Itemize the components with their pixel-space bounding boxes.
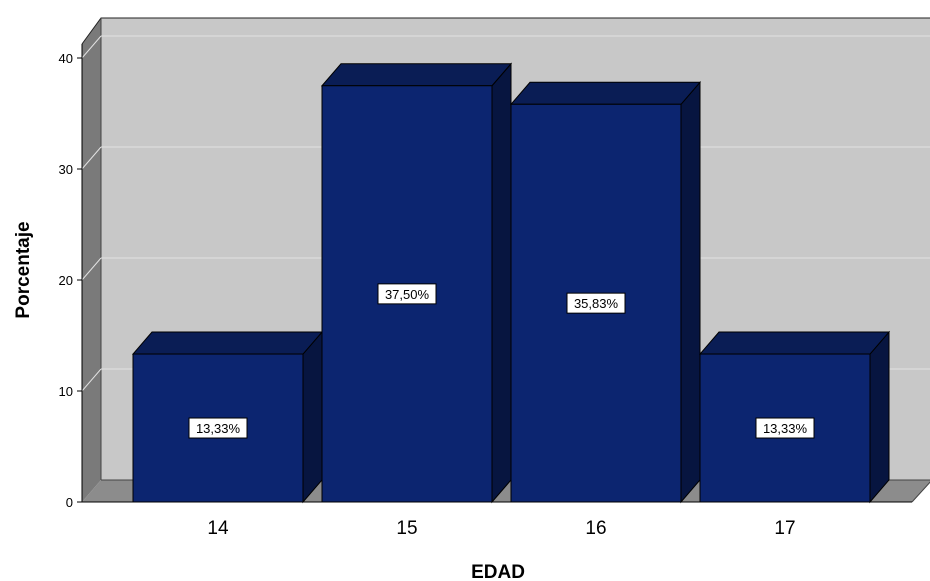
gridline-wall: [81, 146, 102, 170]
x-tick-label: 17: [774, 518, 795, 539]
y-tick-label: 30: [59, 162, 73, 177]
data-label-box: [566, 292, 626, 314]
bar-top: [320, 63, 513, 87]
bar-top: [131, 331, 324, 355]
x-tick-label: 16: [585, 518, 606, 539]
x-tick-label: 14: [207, 518, 229, 539]
gridline-wall: [81, 368, 102, 392]
floor-right-edge: [911, 481, 930, 503]
bar-top: [509, 81, 702, 105]
x-axis: 14 15 16 17: [82, 501, 912, 539]
bar-side: [302, 330, 323, 504]
y-tick-label: 40: [59, 51, 73, 66]
bars: 13,33% 37,50% 35,83% 13,33%: [131, 62, 891, 504]
data-label: 13,33%: [763, 421, 808, 436]
bar-top: [698, 331, 891, 355]
data-label-box: [377, 283, 437, 305]
y-axis-title: Porcentaje: [13, 221, 34, 318]
y-tick-label: 10: [59, 384, 73, 399]
bar-side: [680, 80, 701, 504]
y-tick-label: 20: [59, 273, 73, 288]
bar-side: [491, 62, 512, 504]
bar-side: [869, 330, 890, 504]
gridline-wall: [81, 35, 102, 59]
data-label-box: [755, 417, 815, 439]
x-tick-label: 15: [396, 518, 417, 539]
gridline-wall: [81, 257, 102, 281]
data-label: 37,50%: [385, 287, 430, 302]
y-axis: 0 10 20 30 40: [59, 44, 83, 510]
y-tick-label: 0: [66, 495, 73, 510]
x-axis-title: EDAD: [471, 562, 525, 581]
data-label: 13,33%: [196, 421, 241, 436]
data-label-box: [188, 417, 248, 439]
data-label: 35,83%: [574, 296, 619, 311]
left-wall: [82, 18, 101, 502]
